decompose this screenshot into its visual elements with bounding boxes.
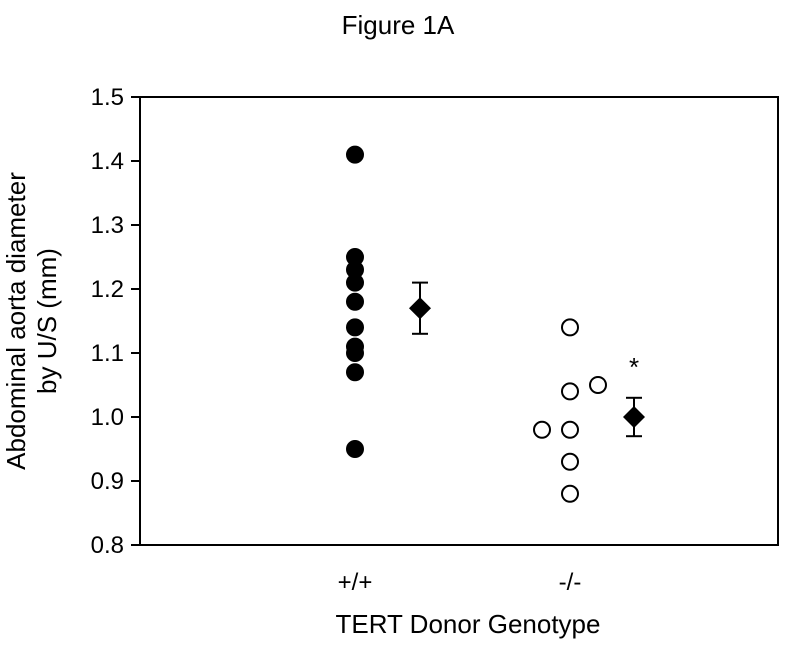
- x-category-label: -/-: [559, 569, 582, 596]
- y-tick-label: 1.5: [91, 84, 124, 111]
- filled-data-point: [346, 440, 364, 458]
- open-data-point: [561, 484, 579, 503]
- open-data-point: [561, 452, 579, 471]
- filled-data-point: [346, 363, 364, 382]
- open-data-point: [561, 318, 579, 337]
- y-axis-title-line-1: Abdominal aorta diameter: [1, 172, 31, 470]
- open-data-point: [561, 382, 579, 401]
- plot-frame: [139, 96, 779, 546]
- filled-data-point: [346, 344, 364, 362]
- filled-data-point: [346, 145, 364, 164]
- y-tick-label: 1.0: [91, 404, 124, 431]
- y-tick-label: 1.2: [91, 276, 124, 303]
- y-tick-label: 0.8: [91, 532, 124, 559]
- filled-data-point: [346, 318, 364, 337]
- mean-markers: *: [409, 281, 645, 438]
- y-tick-label: 0.9: [91, 468, 124, 495]
- data-points: [346, 145, 607, 503]
- y-tick-label: 1.4: [91, 148, 124, 175]
- x-axis: +/+ -/-: [338, 569, 582, 596]
- significance-asterisk: *: [629, 352, 639, 382]
- filled-data-point: [346, 273, 364, 292]
- mean-diamond: [623, 406, 645, 428]
- y-axis: 0.8 0.9 1.0 1.1 1.2 1.3 1.4 1.5: [91, 84, 140, 559]
- open-data-point: [589, 376, 607, 394]
- x-axis-title: TERT Donor Genotype: [336, 609, 601, 639]
- y-axis-title-line-2: by U/S (mm): [32, 248, 62, 394]
- y-tick-label: 1.3: [91, 212, 124, 239]
- open-data-point: [533, 420, 551, 439]
- mean-diamond: [409, 297, 431, 320]
- x-category-label: +/+: [338, 569, 373, 596]
- chart-title: Figure 1A: [342, 10, 455, 40]
- open-data-point: [561, 420, 579, 439]
- y-tick-label: 1.1: [91, 340, 124, 367]
- filled-data-point: [346, 292, 364, 311]
